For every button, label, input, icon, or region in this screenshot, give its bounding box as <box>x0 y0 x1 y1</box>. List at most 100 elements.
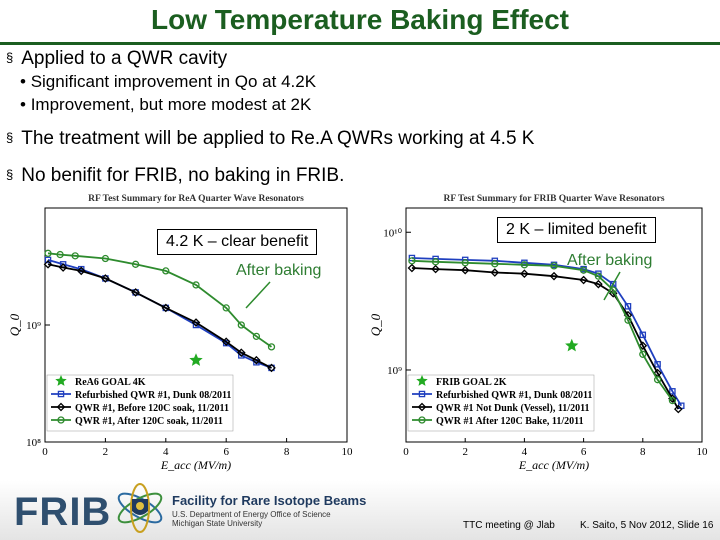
frib-data-point <box>408 257 416 265</box>
title-underline <box>0 42 720 45</box>
doe-line: U.S. Department of Energy Office of Scie… <box>172 510 331 519</box>
frib-legend-label: Refurbished QWR #1, Dunk 08/2011 <box>436 390 592 401</box>
sub-bullet-marker: • <box>20 72 26 91</box>
frib-data-point <box>491 260 499 268</box>
rea-legend-label: QWR #1, After 120C soak, 11/2011 <box>75 416 223 427</box>
rea-data-point <box>44 256 52 264</box>
frib-data-point <box>579 266 588 274</box>
rea-legend-star <box>55 375 67 386</box>
arrow-right <box>603 271 621 301</box>
frib-series-line <box>411 267 680 410</box>
frib-plot-frame <box>405 207 703 443</box>
rea-goal-star <box>189 353 203 366</box>
bullet-rea: § The treatment will be applied to Re.A Q… <box>6 128 534 150</box>
frib-data-point <box>520 269 529 279</box>
frib-x-tick-label: 4 <box>522 446 528 458</box>
bullet-frib: § No benifit for FRIB, no baking in FRIB. <box>6 165 344 187</box>
frib-legend-label: FRIB GOAL 2K <box>436 377 507 388</box>
rea-x-tick-label: 6 <box>223 446 229 458</box>
rea-data-point <box>101 254 110 263</box>
rea-data-point <box>101 274 110 283</box>
rea-data-point <box>131 260 140 268</box>
rea-data-point <box>162 267 170 275</box>
rea-data-point <box>191 318 201 327</box>
bullet-rea-text: The treatment will be applied to Re.A QW… <box>21 128 535 149</box>
frib-data-point <box>624 303 632 310</box>
frib-data-point <box>407 263 417 273</box>
frib-data-point <box>461 259 469 267</box>
frib-x-tick-label: 6 <box>581 446 587 458</box>
rea-data-point <box>58 263 68 272</box>
rea-x-tick-label: 0 <box>42 446 48 458</box>
frib-legend-marker <box>418 390 426 398</box>
rea-x-axis-label: E_acc (MV/m) <box>160 458 231 472</box>
rea-legend-marker <box>57 416 65 424</box>
bullet-qwr: § Applied to a QWR cavity <box>6 48 227 70</box>
footer-slide-info: K. Saito, 5 Nov 2012, Slide 16 <box>580 520 714 531</box>
rea-data-point <box>43 260 53 269</box>
frib-x-tick-label: 10 <box>697 446 709 458</box>
sub-bullet-2k-text: Improvement, but more modest at 2K <box>30 95 312 114</box>
rea-data-point <box>267 363 276 373</box>
rea-x-tick-label: 10 <box>342 446 354 458</box>
frib-data-point <box>668 396 677 405</box>
rea-x-tick-label: 2 <box>103 446 109 458</box>
frib-series-line <box>411 259 674 402</box>
sub-bullet-marker: • <box>20 95 26 114</box>
note-after-baking-left: After baking <box>236 262 322 279</box>
frib-atom-logo-icon <box>117 483 163 533</box>
rea-legend-marker <box>56 402 66 412</box>
bullet-qwr-text: Applied to a QWR cavity <box>21 48 228 69</box>
bullet-marker: § <box>6 50 14 65</box>
frib-legend-label: QWR #1 After 120C Bake, 11/2011 <box>436 416 584 427</box>
rea-data-point <box>76 266 86 276</box>
sub-bullet-4k: • Significant improvement in Qo at 4.2K <box>20 72 316 92</box>
frib-x-tick-label: 0 <box>403 446 409 458</box>
rea-y-axis-label: Q_0 <box>7 313 22 336</box>
rea-data-point <box>236 348 246 357</box>
arrow-left <box>245 281 271 309</box>
frib-data-point <box>594 279 603 289</box>
rea-data-point <box>56 250 64 259</box>
rea-data-point <box>221 337 231 347</box>
frib-legend-marker <box>418 416 426 424</box>
rea-data-point <box>267 343 276 351</box>
rea-data-point <box>222 304 230 312</box>
rea-data-point <box>192 281 200 289</box>
frib-data-point <box>653 376 662 384</box>
rea-data-point <box>252 332 261 340</box>
frib-chart-title: RF Test Summary for FRIB Quarter Wave Re… <box>443 194 664 204</box>
frib-y-tick-label: 10⁹ <box>387 365 402 377</box>
rea-data-point <box>44 249 52 257</box>
callout-4k-clear-benefit: 4.2 K – clear benefit <box>157 229 318 255</box>
frib-x-tick-label: 8 <box>640 446 646 458</box>
rea-legend-box <box>46 374 234 432</box>
frib-data-point <box>549 271 559 281</box>
frib-data-point <box>594 272 603 280</box>
frib-data-point <box>490 268 500 277</box>
callout-2k-limited-benefit: 2 K – limited benefit <box>497 217 656 243</box>
sub-bullet-4k-text: Significant improvement in Qo at 4.2K <box>30 72 317 91</box>
sub-bullet-2k: • Improvement, but more modest at 2K <box>20 95 311 115</box>
slide-title: Low Temperature Baking Effect <box>150 4 569 35</box>
callout-arrows <box>245 271 621 309</box>
frib-data-point <box>431 264 440 274</box>
frib-legend-box <box>407 374 595 432</box>
frib-logo-text: FRIB <box>14 490 112 534</box>
rea-data-point <box>131 288 140 297</box>
bullet-marker: § <box>6 167 14 182</box>
rea-series-line <box>47 252 273 348</box>
rea-series-line <box>47 263 272 369</box>
frib-legend-star <box>416 375 428 386</box>
frib-data-point <box>674 404 683 414</box>
frib-data-point <box>654 361 661 368</box>
footer-bar <box>0 480 720 540</box>
frib-data-point <box>431 258 440 266</box>
frib-x-axis-label: E_acc (MV/m) <box>518 458 589 472</box>
rea-data-point <box>252 355 261 365</box>
bullet-marker: § <box>6 130 14 145</box>
frib-legend-marker <box>417 402 427 412</box>
frib-data-point <box>639 331 647 339</box>
bullet-frib-text: No benifit for FRIB, no baking in FRIB. <box>21 165 345 186</box>
note-after-baking-right: After baking <box>567 252 653 269</box>
